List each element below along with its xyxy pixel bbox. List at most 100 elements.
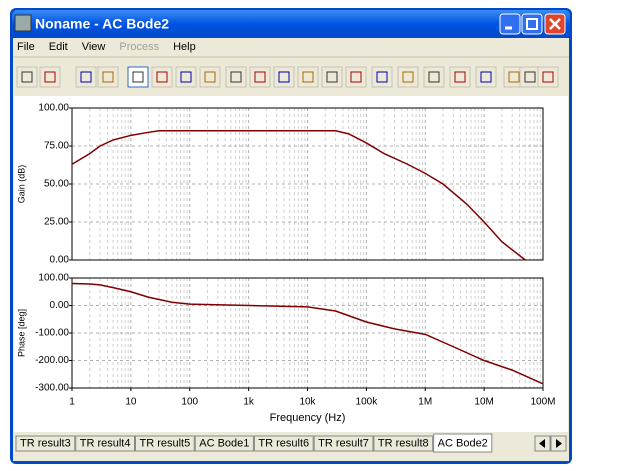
y-tick-label: 0.00 — [50, 255, 70, 266]
tab[interactable]: TR result7 — [313, 435, 374, 452]
toolbar-button[interactable] — [371, 66, 393, 88]
toolbar-icon — [402, 71, 414, 83]
x-tick-label: 10M — [474, 397, 493, 408]
toolbar-button[interactable] — [537, 66, 559, 88]
toolbar-icon — [44, 71, 56, 83]
toolbar-icon — [524, 71, 536, 83]
toolbar-button[interactable] — [449, 66, 471, 88]
toolbar — [16, 66, 559, 88]
y-tick-label: 0.00 — [50, 300, 70, 311]
toolbar-button[interactable] — [397, 66, 419, 88]
toolbar-icon — [180, 71, 192, 83]
toolbar-button[interactable] — [127, 66, 149, 88]
x-tick-label: 100 — [181, 397, 198, 408]
toolbar-button[interactable] — [475, 66, 497, 88]
toolbar-icon — [376, 71, 388, 83]
x-tick-label: 1k — [243, 397, 255, 408]
tab[interactable]: AC Bode2 — [433, 433, 493, 453]
tab-label: TR result8 — [378, 437, 429, 449]
toolbar-icon — [278, 71, 290, 83]
toolbar-button[interactable] — [273, 66, 295, 88]
menu-item[interactable]: View — [82, 41, 106, 53]
toolbar-icon — [350, 71, 362, 83]
toolbar-icon — [326, 71, 338, 83]
x-axis-label: Frequency (Hz) — [270, 412, 346, 424]
x-tick-label: 10 — [125, 397, 137, 408]
tab-label: AC Bode1 — [199, 437, 249, 449]
tab-box — [373, 435, 434, 452]
y-tick-label: 50.00 — [44, 179, 69, 190]
menu-item[interactable]: Help — [173, 41, 196, 53]
maximize-icon — [526, 18, 538, 30]
plot-area — [14, 96, 568, 432]
toolbar-icon — [21, 71, 33, 83]
x-tick-label: 1 — [69, 397, 75, 408]
toolbar-icon — [254, 71, 266, 83]
toolbar-button[interactable] — [151, 66, 173, 88]
tab-box — [75, 435, 135, 452]
y-axis-label: Gain (dB) — [16, 165, 26, 204]
toolbar-button[interactable] — [199, 66, 221, 88]
toolbar-button[interactable] — [16, 66, 38, 88]
tab-label: TR result6 — [258, 437, 309, 449]
window-title: Noname - AC Bode2 — [35, 16, 169, 32]
tab-box — [433, 433, 493, 453]
tab[interactable]: TR result5 — [135, 435, 195, 452]
curve — [71, 282, 544, 385]
toolbar-icon — [156, 71, 168, 83]
x-tick-label: 10k — [299, 397, 316, 408]
toolbar-button[interactable] — [175, 66, 197, 88]
y-tick-label: -200.00 — [35, 355, 69, 366]
tab-box — [194, 435, 254, 452]
toolbar-icon — [542, 71, 554, 83]
tab[interactable]: AC Bode1 — [194, 435, 254, 452]
menu-item[interactable]: Edit — [49, 41, 68, 53]
axes-frame — [71, 107, 544, 261]
toolbar-icon — [508, 71, 520, 83]
maximize-button[interactable] — [521, 13, 543, 35]
y-tick-label: 75.00 — [44, 141, 69, 152]
toolbar-icon — [230, 71, 242, 83]
y-tick-label: 100.00 — [38, 273, 69, 284]
arrow-left — [539, 439, 545, 448]
toolbar-button[interactable] — [297, 66, 319, 88]
arrow-right — [556, 439, 562, 448]
toolbar-icon — [302, 71, 314, 83]
tab[interactable]: TR result8 — [373, 435, 434, 452]
tab-label: TR result7 — [318, 437, 369, 449]
x-tick-label: 100M — [530, 397, 555, 408]
toolbar-button[interactable] — [225, 66, 247, 88]
toolbar-button[interactable] — [97, 66, 119, 88]
toolbar-button[interactable] — [321, 66, 343, 88]
toolbar-button[interactable] — [75, 66, 97, 88]
y-tick-label: -300.00 — [35, 383, 69, 394]
toolbar-icon — [454, 71, 466, 83]
minimize-button[interactable] — [499, 13, 521, 35]
x-tick-label: 100k — [356, 397, 379, 408]
toolbar-button[interactable] — [423, 66, 445, 88]
menu-item[interactable]: Process — [119, 41, 159, 53]
toolbar-icon — [480, 71, 492, 83]
title-bar — [12, 10, 570, 38]
menu-item[interactable]: File — [17, 41, 35, 53]
toolbar-icon — [132, 71, 144, 83]
tab-label: TR result3 — [20, 437, 71, 449]
tab-label: TR result5 — [140, 437, 191, 449]
y-tick-label: -100.00 — [35, 328, 69, 339]
toolbar-icon — [204, 71, 216, 83]
toolbar-button[interactable] — [249, 66, 271, 88]
y-axis-label: Phase [deg] — [16, 309, 26, 357]
y-tick-label: 25.00 — [44, 217, 69, 228]
toolbar-button[interactable] — [519, 66, 541, 88]
tab[interactable]: TR result4 — [75, 435, 135, 452]
toolbar-button[interactable] — [39, 66, 61, 88]
tab[interactable]: TR result3 — [15, 435, 76, 452]
tab-box — [253, 435, 314, 452]
toolbar-icon — [102, 71, 114, 83]
tab[interactable]: TR result6 — [253, 435, 314, 452]
y-tick-label: 100.00 — [38, 103, 69, 114]
toolbar-icon — [80, 71, 92, 83]
window-buttons — [499, 13, 566, 35]
toolbar-button[interactable] — [345, 66, 367, 88]
